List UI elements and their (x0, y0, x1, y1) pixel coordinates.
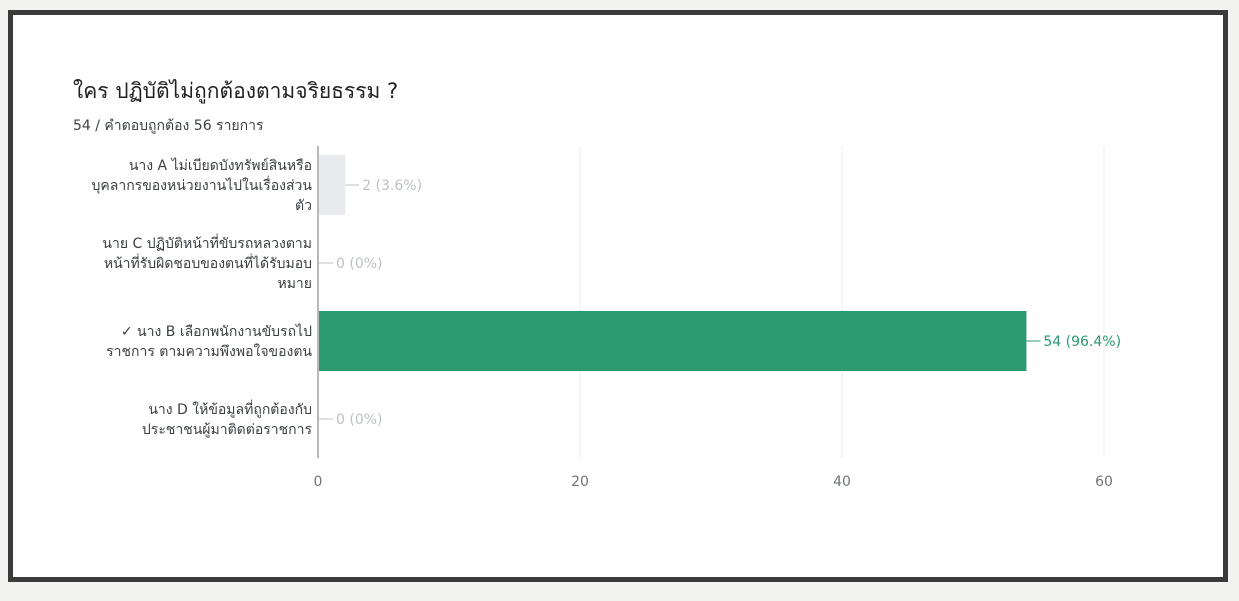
category-label: ราชการ ตามความพึงพอใจของตน (106, 343, 312, 360)
category-label: ✓ นาง B เลือกพนักงานขับรถไป (121, 323, 312, 340)
category-label: หมาย (277, 276, 312, 292)
category-label: นาง D ให้ข้อมูลที่ถูกต้องกับ (148, 400, 312, 418)
data-label: 54 (96.4%) (1043, 334, 1121, 350)
x-tick-label: 40 (833, 474, 851, 490)
score-summary: 54 / คำตอบถูกต้อง 56 รายการ (73, 118, 264, 134)
x-tick-label: 60 (1095, 474, 1113, 490)
question-title: ใคร ปฏิบัติไม่ถูกต้องตามจริยธรรม ? (73, 79, 399, 103)
category-label: นาย C ปฏิบัติหน้าที่ขับรถหลวงตาม (102, 234, 312, 252)
category-label: นาง A ไม่เบียดบังทรัพย์สินหรือ (129, 157, 312, 174)
data-label: 0 (0%) (336, 412, 383, 428)
category-label: ประชาชนผู้มาติดต่อราชการ (142, 422, 313, 438)
bar (319, 311, 1027, 371)
x-tick-label: 0 (314, 474, 323, 490)
bar (319, 155, 346, 215)
question-card: ใคร ปฏิบัติไม่ถูกต้องตามจริยธรรม ? 54 / … (8, 10, 1228, 582)
category-label: บุคลากรของหน่วยงานไปในเรื่องส่วน (92, 176, 313, 194)
data-label: 0 (0%) (336, 256, 383, 272)
x-tick-label: 20 (571, 474, 589, 490)
data-label: 2 (3.6%) (362, 178, 422, 194)
category-label: หน้าที่รับผิดชอบของตนที่ได้รับมอบ (104, 254, 312, 272)
category-label: ตัว (295, 198, 312, 214)
